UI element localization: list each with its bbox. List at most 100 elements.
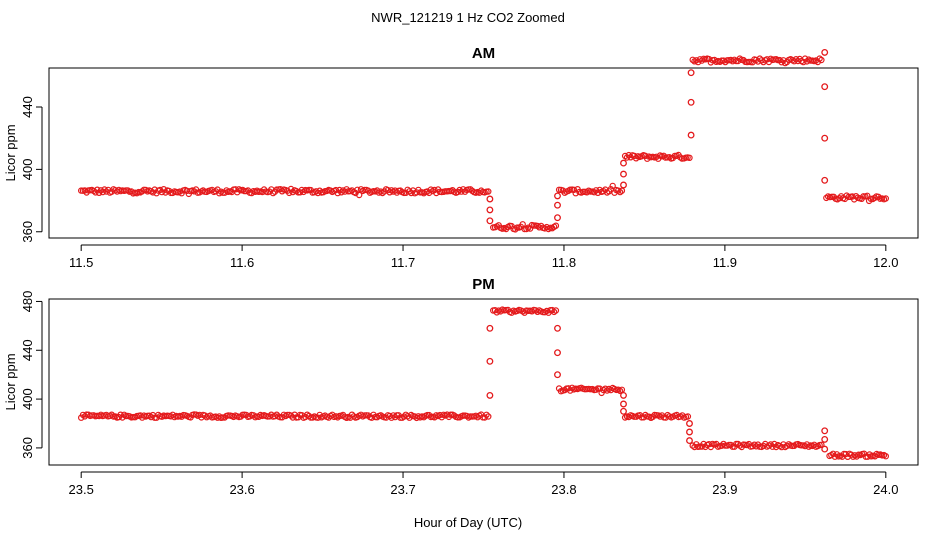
data-point (486, 217, 494, 225)
x-tick-label: 24.0 (873, 482, 898, 497)
y-tick-label: 360 (20, 221, 35, 243)
data-point (620, 400, 627, 408)
data-point (756, 55, 764, 62)
x-tick-label: 23.9 (712, 482, 737, 497)
data-point (821, 48, 829, 56)
data-point (287, 185, 295, 193)
data-point (821, 83, 829, 91)
data-point (485, 413, 492, 420)
y-axis-label: Licor ppm (3, 353, 18, 410)
data-point (882, 195, 890, 202)
data-point (800, 58, 807, 66)
data-point (882, 453, 890, 460)
data-point (687, 69, 695, 77)
data-point (818, 441, 825, 448)
data-point (108, 411, 115, 418)
data-point (821, 435, 829, 443)
x-tick-label: 11.8 (552, 255, 576, 270)
data-point (554, 201, 561, 209)
plot-frame (48, 298, 919, 466)
x-tick-label: 23.7 (390, 482, 415, 497)
data-point (554, 349, 561, 357)
x-tick-label: 11.6 (230, 255, 254, 270)
data-point (609, 182, 616, 190)
data-point (554, 324, 561, 332)
y-tick-label: 480 (20, 291, 35, 313)
data-point (176, 188, 183, 195)
data-point (483, 411, 490, 418)
x-tick-label: 23.6 (229, 482, 254, 497)
x-tick-label: 11.7 (391, 255, 415, 270)
data-point (821, 134, 829, 142)
data-point (649, 413, 657, 420)
data-point (552, 307, 560, 314)
y-tick-label: 360 (20, 437, 35, 459)
x-tick-label: 12.0 (873, 255, 898, 270)
figure-x-axis-label: Hour of Day (UTC) (414, 515, 522, 530)
data-point (334, 189, 341, 197)
data-point (686, 420, 693, 427)
data-point (821, 445, 829, 453)
data-point (686, 154, 693, 161)
data-point (602, 385, 609, 392)
data-point (338, 189, 345, 196)
data-point (570, 186, 578, 193)
data-point (684, 413, 692, 420)
data-point (300, 188, 307, 196)
data-point (486, 324, 494, 332)
data-point (554, 214, 561, 222)
data-point (686, 428, 693, 436)
data-point (620, 391, 627, 399)
data-point (821, 427, 829, 435)
data-point (356, 191, 363, 199)
data-point (631, 413, 638, 420)
data-point (620, 159, 627, 167)
y-tick-label: 400 (20, 159, 35, 181)
data-point (406, 188, 413, 195)
data-point (620, 170, 627, 178)
data-point (456, 186, 463, 194)
data-point (486, 195, 494, 203)
data-point (687, 131, 695, 139)
data-point (486, 206, 494, 214)
data-point (686, 437, 693, 445)
y-tick-label: 400 (20, 388, 35, 410)
data-point (255, 413, 262, 420)
x-tick-label: 23.8 (551, 482, 576, 497)
data-point (554, 371, 561, 379)
data-point (486, 391, 494, 399)
panel-title: AM (472, 45, 495, 62)
data-point (687, 98, 695, 106)
figure-title: NWR_121219 1 Hz CO2 Zoomed (371, 10, 565, 25)
x-tick-label: 11.5 (69, 255, 93, 270)
data-point (591, 188, 598, 196)
data-points (77, 306, 890, 460)
panel-title: PM (472, 276, 495, 293)
data-point (486, 357, 494, 365)
data-point (160, 185, 167, 193)
data-point (751, 441, 758, 448)
data-point (94, 186, 101, 193)
plot-frame (48, 67, 919, 239)
data-point (818, 56, 825, 64)
x-tick-label: 23.5 (69, 482, 94, 497)
data-point (711, 56, 718, 64)
am-panel: AM Licor ppm 11.5 11.6 11.7 11.8 11.9 12.0 360 40… (3, 45, 919, 270)
data-point (618, 187, 626, 194)
y-tick-label: 440 (20, 96, 35, 118)
data-points (77, 48, 890, 233)
data-point (821, 176, 829, 184)
data-point (792, 56, 800, 63)
data-point (620, 181, 627, 189)
data-point (620, 407, 627, 415)
y-axis-label: Licor ppm (3, 124, 18, 181)
x-tick-label: 11.9 (713, 255, 737, 270)
data-point (698, 57, 706, 64)
data-point (425, 189, 433, 197)
pm-panel: PM Licor ppm 23.5 23.6 23.7 23.8 23.9 24.0 360 40… (3, 276, 919, 497)
y-tick-label: 440 (20, 339, 35, 361)
data-point (554, 192, 561, 200)
data-point (485, 188, 492, 195)
data-point (552, 222, 560, 229)
